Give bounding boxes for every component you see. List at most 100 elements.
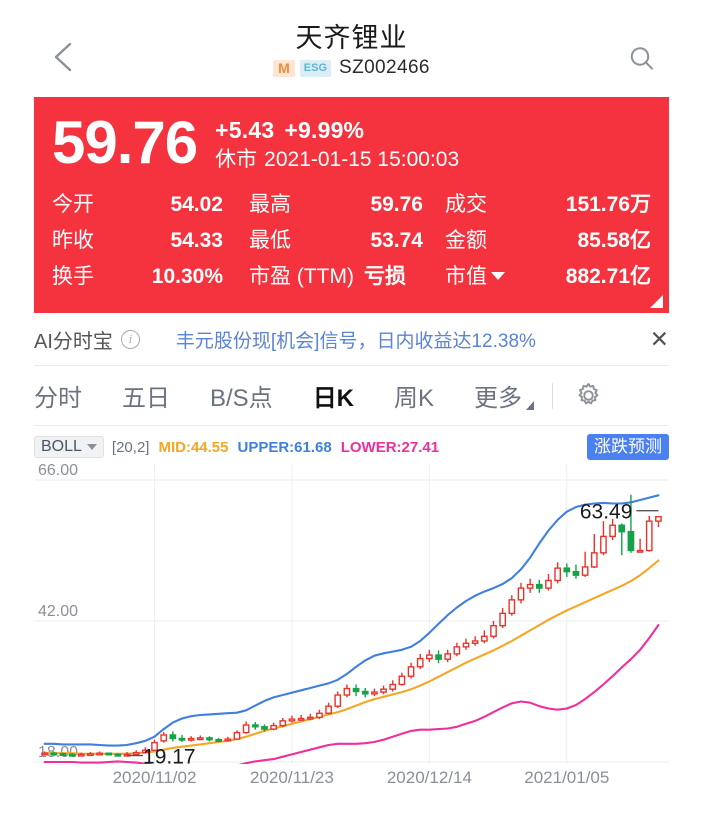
quote-timestamp: 2021-01-15 15:00:03 bbox=[264, 148, 460, 171]
quote-panel[interactable]: 59.76 +5.43 +9.99% 休市 2021-01-15 15:00:03 … bbox=[34, 97, 669, 313]
candle-body bbox=[50, 752, 58, 756]
candle-body bbox=[636, 549, 644, 553]
candle-body bbox=[59, 753, 67, 757]
indicator-lower: LOWER:27.41 bbox=[340, 438, 440, 456]
x-axis-label: 2021/01/05 bbox=[524, 768, 610, 787]
stat-value: 54.33 bbox=[170, 229, 223, 252]
stat-pe-ttm: 市盈 (TTM) 亏损 bbox=[249, 260, 445, 290]
tab-more[interactable]: 更多 bbox=[474, 378, 535, 413]
candlestick-chart[interactable]: 66.00 42.00 18.00 63.49 19.17 bbox=[34, 464, 669, 764]
candle-body bbox=[142, 749, 149, 754]
candle-body bbox=[105, 752, 113, 756]
chevron-down-icon bbox=[86, 444, 97, 450]
candle-body bbox=[572, 570, 580, 576]
boll-line-upper bbox=[43, 494, 660, 747]
expand-corner-icon[interactable] bbox=[650, 295, 663, 308]
ai-banner-label: AI分时宝 bbox=[34, 330, 113, 353]
candle-body bbox=[160, 734, 168, 742]
indicator-selector[interactable]: BOLL bbox=[34, 436, 104, 458]
quote-stats: 今开 54.02 最高 59.76 成交 151.76万 昨收 54.33 bbox=[52, 185, 651, 293]
stat-volume: 成交 151.76万 bbox=[445, 188, 651, 218]
quote-change-block: +5.43 +9.99% 休市 2021-01-15 15:00:03 bbox=[215, 111, 459, 173]
candle-body bbox=[416, 657, 424, 668]
stat-value: 59.76 bbox=[370, 193, 423, 216]
candle-body bbox=[563, 567, 571, 573]
indicator-bar: BOLL [20,2] MID:44.55 UPPER:61.68 LOWER:… bbox=[34, 434, 669, 460]
stat-value: 85.58亿 bbox=[577, 229, 651, 252]
stat-high: 最高 59.76 bbox=[249, 188, 445, 218]
candle-body bbox=[297, 717, 305, 721]
candle-body bbox=[508, 599, 516, 615]
candle-body bbox=[398, 675, 406, 686]
tab-weekly-k[interactable]: 周K bbox=[394, 385, 435, 412]
ai-banner-message[interactable]: 丰元股份现[机会]信号，日内收益达12.38% bbox=[175, 330, 536, 352]
x-axis-label: 2020/11/23 bbox=[250, 768, 334, 787]
change-percent: +9.99% bbox=[284, 117, 365, 143]
candle-body bbox=[526, 583, 534, 589]
stat-value: 10.30% bbox=[151, 265, 223, 288]
ai-signal-banner[interactable]: AI分时宝 i 丰元股份现[机会]信号，日内收益达12.38% ✕ bbox=[34, 313, 669, 366]
info-icon[interactable]: i bbox=[120, 329, 140, 349]
candle-body bbox=[361, 690, 369, 695]
candle-body bbox=[609, 524, 616, 538]
stat-row: 今开 54.02 最高 59.76 成交 151.76万 bbox=[52, 185, 651, 221]
candle-body bbox=[343, 687, 351, 696]
annotation-low-label: 19.17 bbox=[143, 746, 196, 764]
tab-five-day[interactable]: 五日 bbox=[122, 385, 170, 412]
stat-value: 亏损 bbox=[363, 265, 406, 288]
chevron-down-icon bbox=[491, 272, 505, 280]
candle-body bbox=[471, 640, 479, 645]
tab-more-label: 更多 bbox=[474, 385, 523, 412]
stat-label: 市盈 (TTM) bbox=[249, 265, 354, 288]
title-block: 天齐锂业 M ESG SZ002466 bbox=[273, 22, 430, 79]
candle-body bbox=[242, 724, 250, 734]
candle-body bbox=[215, 738, 223, 742]
chart-tab-bar: 分时 五日 B/S点 日K 周K 更多 bbox=[34, 366, 669, 426]
code-row: M ESG SZ002466 bbox=[273, 57, 430, 79]
market-status: 休市 bbox=[215, 148, 258, 171]
change-absolute: +5.43 bbox=[215, 117, 275, 143]
stat-label: 昨收 bbox=[52, 229, 94, 252]
back-button[interactable] bbox=[46, 40, 80, 74]
candle-body bbox=[627, 530, 635, 552]
stat-label: 最高 bbox=[249, 193, 291, 216]
indicator-params: [20,2] bbox=[111, 438, 150, 456]
candle-body bbox=[618, 524, 626, 533]
candle-body bbox=[325, 705, 332, 714]
stat-label: 今开 bbox=[52, 193, 94, 216]
price-prediction-button[interactable]: 涨跌预测 bbox=[587, 434, 669, 460]
candle-body bbox=[380, 688, 387, 693]
indicator-upper: UPPER:61.68 bbox=[237, 438, 332, 456]
close-icon[interactable]: ✕ bbox=[649, 325, 669, 352]
quote-headline: 59.76 +5.43 +9.99% 休市 2021-01-15 15:00:03 bbox=[52, 111, 651, 175]
candle-body bbox=[233, 731, 241, 740]
change-line: +5.43 +9.99% bbox=[215, 117, 459, 143]
stat-open: 今开 54.02 bbox=[52, 188, 249, 218]
candle-body bbox=[187, 737, 195, 741]
gear-icon bbox=[578, 383, 598, 405]
last-price: 59.76 bbox=[52, 109, 198, 176]
app-header: 天齐锂业 M ESG SZ002466 bbox=[0, 0, 703, 97]
candle-body bbox=[453, 646, 461, 655]
candle-body bbox=[535, 583, 543, 589]
stock-code: SZ002466 bbox=[339, 57, 430, 78]
stat-low: 最低 53.74 bbox=[249, 224, 445, 254]
tab-bs-points[interactable]: B/S点 bbox=[210, 385, 273, 412]
candle-body bbox=[435, 654, 442, 660]
stat-turnover-rate: 换手 10.30% bbox=[52, 260, 249, 290]
y-axis-label: 66.00 bbox=[38, 464, 78, 479]
esg-badge: ESG bbox=[299, 59, 331, 77]
stat-value: 54.02 bbox=[170, 193, 223, 216]
tab-intraday[interactable]: 分时 bbox=[34, 385, 82, 412]
candle-body bbox=[545, 579, 552, 589]
chart-x-axis: 2020/11/02 2020/11/23 2020/12/14 2021/01/05 bbox=[34, 764, 669, 798]
candle-body bbox=[371, 691, 378, 695]
candle-body bbox=[87, 753, 94, 757]
settings-button[interactable] bbox=[573, 381, 603, 411]
search-button[interactable] bbox=[625, 42, 659, 76]
candle-body bbox=[352, 687, 360, 693]
stat-market-cap[interactable]: 市值 882.71亿 bbox=[445, 260, 651, 290]
tab-daily-k[interactable]: 日K bbox=[312, 385, 355, 412]
y-axis-label: 42.00 bbox=[38, 603, 78, 620]
